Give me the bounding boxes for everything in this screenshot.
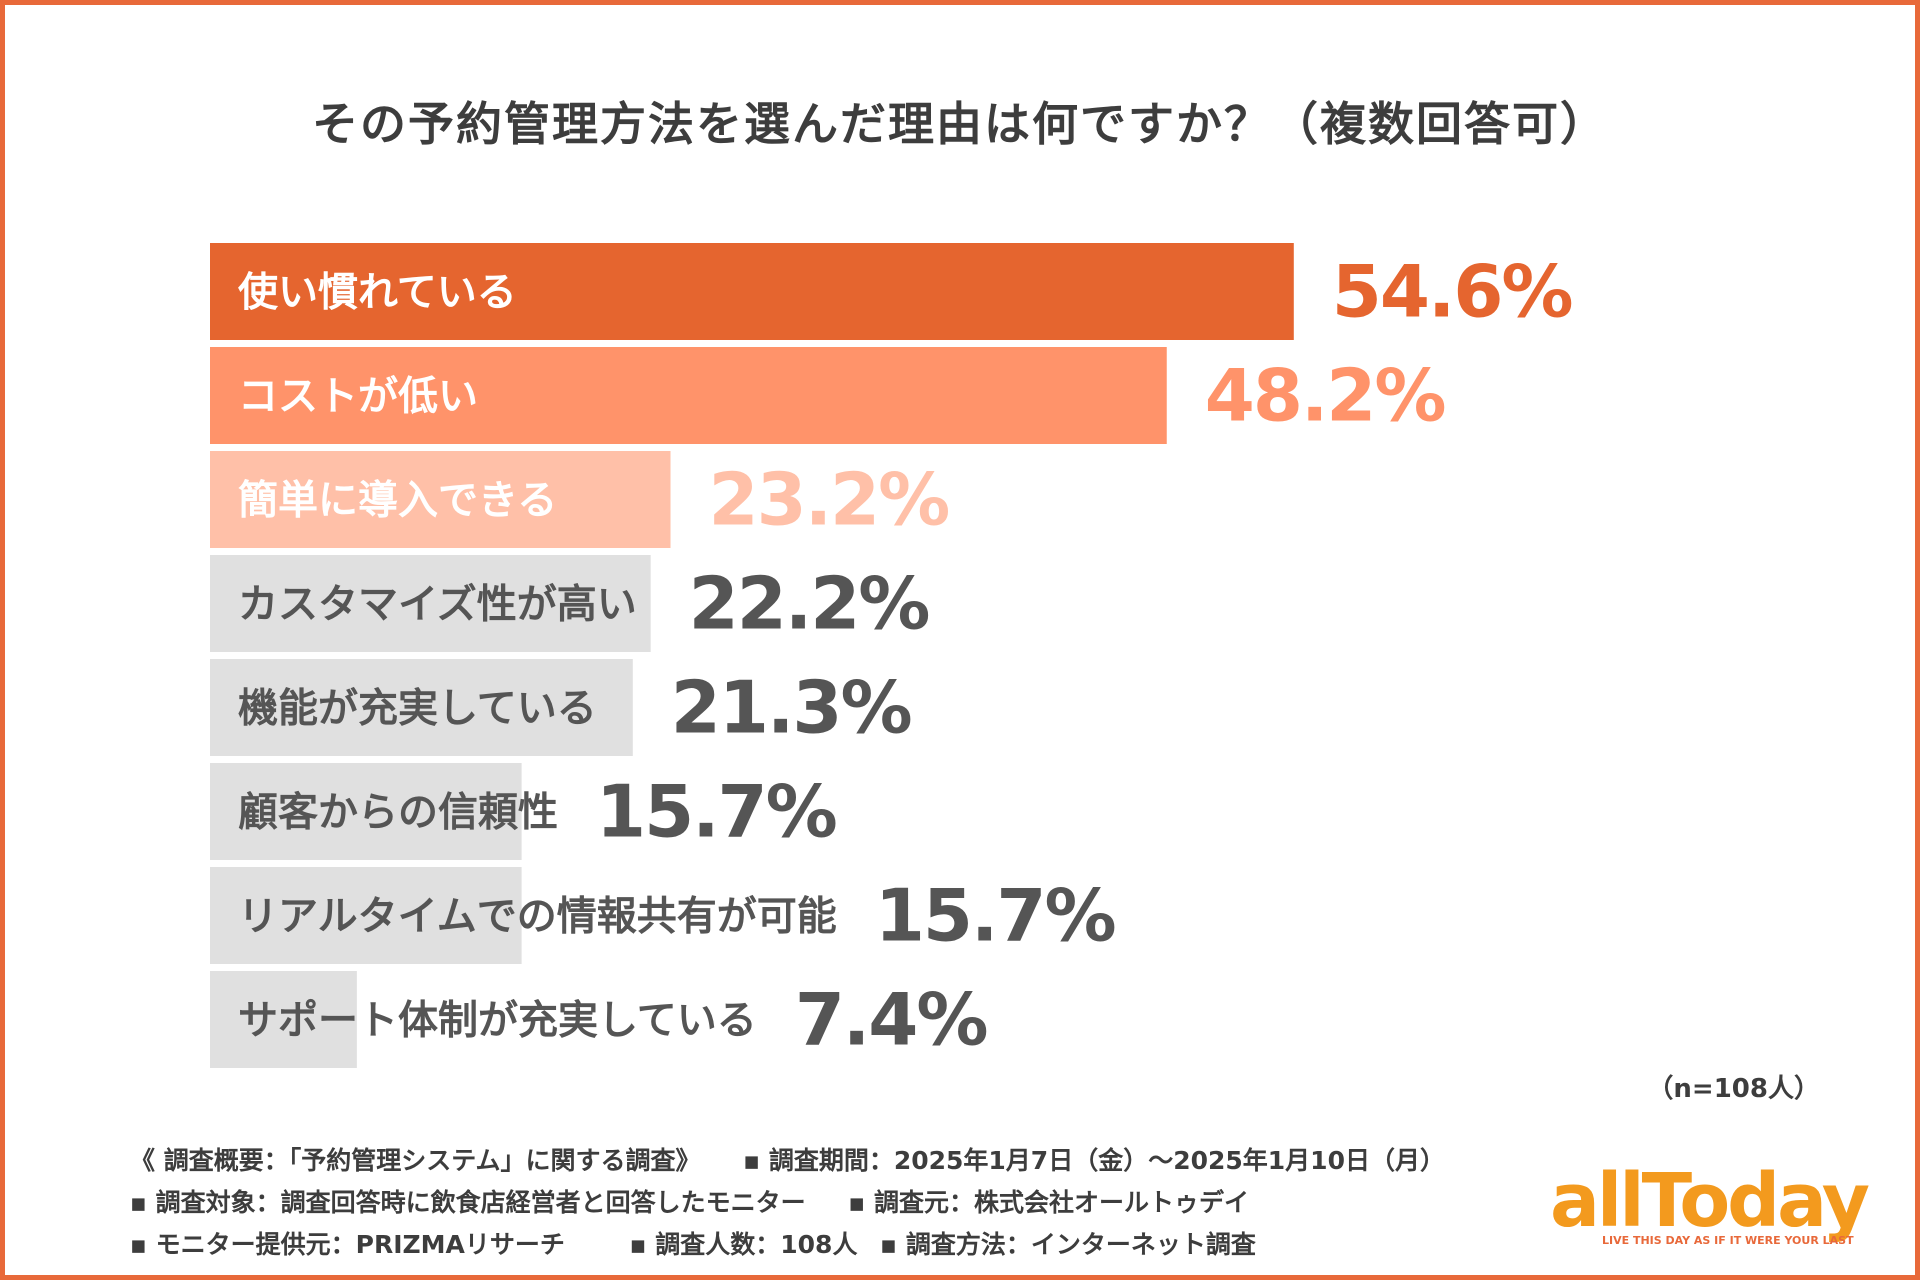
bar-label-8: サポート体制が充実している [238,998,757,1044]
bar-6 [210,763,522,860]
footer-line-3: ▪ モニター提供元：PRIZMAリサーチ ▪ 調査人数：108人 ▪ 調査方法：… [130,1224,1445,1266]
chart-title: その予約管理方法を選んだ理由は何ですか？（複数回答可） [312,97,1608,151]
survey-source: ▪ 調査元：株式会社オールトゥデイ [848,1188,1250,1217]
bar-label-7: リアルタイムでの情報共有が可能 [238,894,837,940]
value-label-3: 23.2% [709,458,949,542]
monitor-provider: ▪ モニター提供元：PRIZMAリサーチ [130,1230,565,1259]
survey-period: ▪ 調査期間：2025年1月7日（金）〜2025年1月10日（月） [743,1146,1445,1175]
survey-count: ▪ 調査人数：108人 [629,1230,858,1259]
value-label-7: 15.7% [875,874,1115,958]
bar-chart: 使い慣れている 54.6% コストが低い 48.2% 簡単に導入できる 23.2% カスタマ… [210,243,1574,1068]
footer-line-1: 《 調査概要：「予約管理システム」に関する調査》 ▪ 調査期間：2025年1月7… [130,1140,1445,1182]
footer-line-2: ▪ 調査対象：調査回答時に飲食店経営者と回答したモニター ▪ 調査元：株式会社オ… [130,1182,1445,1224]
bar-3 [210,451,671,548]
value-label-5: 21.3% [671,666,911,750]
bar-label-3: 簡単に導入できる [238,478,557,524]
value-label-4: 22.2% [689,562,929,646]
bar-label-1: 使い慣れている [238,270,517,316]
bar-5 [210,659,633,756]
survey-overview: 《 調査概要：「予約管理システム」に関する調査》 [130,1146,701,1175]
value-label-2: 48.2% [1205,354,1445,438]
bar-8 [210,971,357,1068]
bar-2 [210,347,1167,444]
bar-4 [210,555,651,652]
bar-1 [210,243,1294,340]
value-label-8: 7.4% [795,978,987,1062]
sample-size-note: （n=108人） [1647,1074,1820,1104]
survey-method: ▪ 調査方法：インターネット調査 [880,1230,1256,1259]
bar-label-4: カスタマイズ性が高い [238,582,637,628]
logo-wordmark: allToday [1550,1158,1870,1244]
logo-tagline: LIVE THIS DAY AS IF IT WERE YOUR LAST [1602,1234,1854,1247]
bar-label-5: 機能が充実している [238,686,597,732]
alltoday-logo: allToday LIVE THIS DAY AS IF IT WERE YOU… [1550,1158,1870,1252]
survey-footer: 《 調査概要：「予約管理システム」に関する調査》 ▪ 調査期間：2025年1月7… [130,1140,1445,1266]
bar-7 [210,867,522,964]
survey-target: ▪ 調査対象：調査回答時に飲食店経営者と回答したモニター [130,1188,806,1217]
bar-label-2: コストが低い [238,374,478,420]
value-label-1: 54.6% [1332,250,1572,334]
value-label-6: 15.7% [596,770,836,854]
bar-label-6: 顧客からの信頼性 [238,790,558,836]
